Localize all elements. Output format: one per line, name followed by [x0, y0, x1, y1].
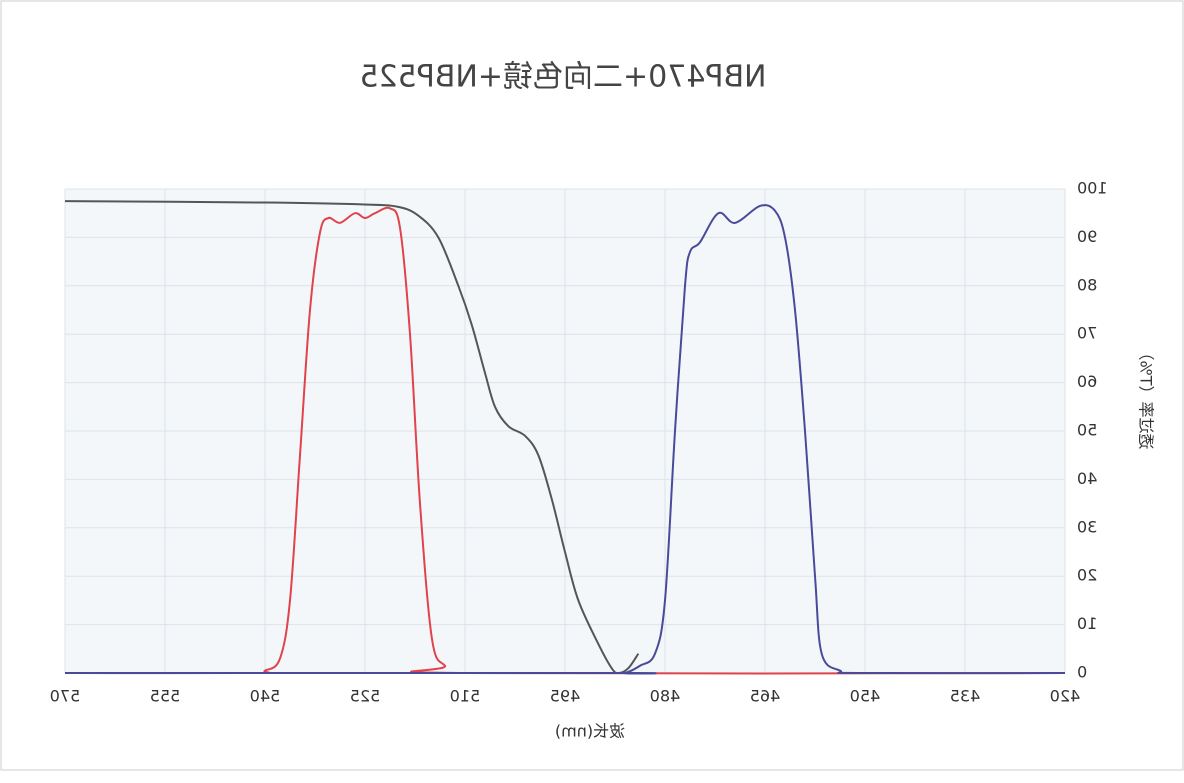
y-tick-label: 10 [1077, 614, 1097, 633]
x-tick-label: 540 [250, 687, 281, 706]
series-line [64, 206, 1066, 675]
x-tick-label: 480 [650, 687, 681, 706]
y-tick-label: 100 [1077, 179, 1108, 198]
x-tick-label: 450 [850, 687, 881, 706]
x-tick-label: 495 [550, 687, 581, 706]
x-tick-label: 435 [950, 687, 981, 706]
y-tick-label: 0 [1077, 663, 1087, 682]
y-tick-label: 20 [1077, 566, 1097, 585]
y-tick-label: 40 [1077, 469, 1097, 488]
y-tick-label: 30 [1077, 517, 1097, 536]
y-axis-label: 透过率（T%） [1137, 345, 1156, 450]
x-tick-label: 570 [50, 687, 81, 706]
mirrored-chart: NBP470+二向色镜+NBP525 0 10 20 30 40 50 60 70 80 90 100… [50, 60, 1156, 741]
x-tick-label: 525 [350, 687, 381, 706]
chart-title: NBP470+二向色镜+NBP525 [359, 60, 766, 95]
y-tick-label: 70 [1077, 324, 1097, 343]
y-tick-label: 50 [1077, 421, 1097, 440]
x-tick-label: 510 [450, 687, 481, 706]
y-tick-label: 90 [1077, 227, 1097, 246]
x-axis-label: 波长(nm) [555, 722, 625, 741]
y-tick-label: 80 [1077, 275, 1097, 294]
series-line [65, 204, 1066, 675]
x-tick-label: 420 [1050, 687, 1081, 706]
x-tick-label: 555 [150, 687, 181, 706]
y-tick-label: 60 [1077, 372, 1097, 391]
series-line [64, 200, 640, 675]
x-tick-label: 465 [750, 687, 781, 706]
